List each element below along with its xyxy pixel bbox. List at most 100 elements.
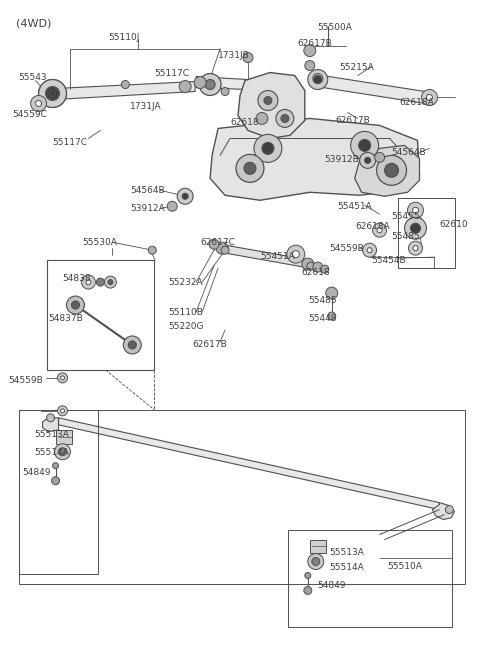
Circle shape <box>128 341 136 349</box>
Text: 55500A: 55500A <box>318 23 353 31</box>
Text: 55510A: 55510A <box>387 561 422 571</box>
Circle shape <box>72 301 80 309</box>
Text: 62618: 62618 <box>302 268 330 277</box>
Polygon shape <box>310 73 432 105</box>
Text: 54559B: 54559B <box>330 244 364 253</box>
Text: 55117C: 55117C <box>154 69 189 77</box>
Circle shape <box>47 88 59 100</box>
Circle shape <box>421 90 437 105</box>
Polygon shape <box>59 418 439 510</box>
Circle shape <box>313 262 323 272</box>
Circle shape <box>49 90 56 96</box>
Polygon shape <box>432 502 455 519</box>
Polygon shape <box>43 418 59 432</box>
Circle shape <box>96 278 104 286</box>
Circle shape <box>412 207 419 214</box>
Circle shape <box>276 109 294 128</box>
Text: 62618: 62618 <box>230 119 259 128</box>
Circle shape <box>46 86 60 100</box>
Text: 1731JA: 1731JA <box>130 102 162 111</box>
Circle shape <box>148 246 156 254</box>
Circle shape <box>314 75 322 84</box>
Text: 62617B: 62617B <box>298 39 333 48</box>
Text: 55454B: 55454B <box>372 256 406 265</box>
Circle shape <box>351 132 379 159</box>
Circle shape <box>408 202 423 218</box>
Circle shape <box>182 193 188 199</box>
Circle shape <box>58 406 68 416</box>
Text: 55220G: 55220G <box>168 322 204 331</box>
Circle shape <box>410 223 420 233</box>
Text: 62617B: 62617B <box>336 117 371 126</box>
Circle shape <box>86 280 91 284</box>
Circle shape <box>221 246 229 254</box>
Circle shape <box>177 188 193 204</box>
Circle shape <box>426 94 432 100</box>
Circle shape <box>305 572 311 578</box>
Text: 54838: 54838 <box>62 274 91 283</box>
Circle shape <box>254 134 282 162</box>
Text: 55513A: 55513A <box>330 548 365 557</box>
Circle shape <box>38 79 67 107</box>
Polygon shape <box>210 119 420 200</box>
Text: 55110B: 55110B <box>168 308 203 317</box>
Text: 55530A: 55530A <box>83 238 117 247</box>
Bar <box>288 530 452 627</box>
Circle shape <box>384 163 398 178</box>
Text: 62618A: 62618A <box>356 222 390 231</box>
Circle shape <box>67 296 84 314</box>
Text: 54837B: 54837B <box>48 314 84 323</box>
Circle shape <box>82 275 96 289</box>
Circle shape <box>363 243 377 257</box>
Circle shape <box>58 373 68 383</box>
Circle shape <box>308 553 324 569</box>
Text: 54849: 54849 <box>23 468 51 477</box>
Text: 55117C: 55117C <box>52 138 87 147</box>
Text: 62617B: 62617B <box>192 340 227 349</box>
Circle shape <box>359 140 371 151</box>
Polygon shape <box>196 77 248 90</box>
Bar <box>19 410 98 574</box>
Circle shape <box>321 265 329 273</box>
Circle shape <box>60 409 64 413</box>
Circle shape <box>59 448 67 456</box>
Circle shape <box>221 88 229 96</box>
Circle shape <box>305 60 315 71</box>
Circle shape <box>45 86 60 102</box>
Circle shape <box>256 113 268 124</box>
Circle shape <box>367 248 372 253</box>
Circle shape <box>52 462 59 469</box>
Circle shape <box>405 217 426 239</box>
Text: 55485: 55485 <box>392 233 420 241</box>
Circle shape <box>377 155 407 185</box>
Circle shape <box>422 92 436 105</box>
Bar <box>19 410 465 584</box>
Circle shape <box>38 79 67 107</box>
Circle shape <box>304 586 312 595</box>
Circle shape <box>307 262 315 270</box>
Circle shape <box>244 162 256 174</box>
Circle shape <box>104 276 116 288</box>
Text: 55215A: 55215A <box>340 63 374 71</box>
Circle shape <box>47 414 55 422</box>
Polygon shape <box>238 73 305 138</box>
Circle shape <box>194 77 206 88</box>
Circle shape <box>167 201 177 212</box>
Polygon shape <box>355 145 420 196</box>
Text: 62617C: 62617C <box>200 238 235 247</box>
Circle shape <box>262 142 274 155</box>
Circle shape <box>328 312 336 320</box>
Text: 53912B: 53912B <box>325 155 360 164</box>
Circle shape <box>372 223 386 237</box>
Circle shape <box>374 153 384 162</box>
Circle shape <box>121 81 129 88</box>
Text: 55543: 55543 <box>19 73 47 81</box>
Text: 54564B: 54564B <box>392 149 426 157</box>
Polygon shape <box>310 540 326 553</box>
Text: 54559B: 54559B <box>9 376 43 385</box>
Text: 55514A: 55514A <box>35 448 69 457</box>
Circle shape <box>179 81 191 92</box>
Circle shape <box>205 79 215 90</box>
Bar <box>47 260 154 370</box>
Circle shape <box>51 477 60 485</box>
